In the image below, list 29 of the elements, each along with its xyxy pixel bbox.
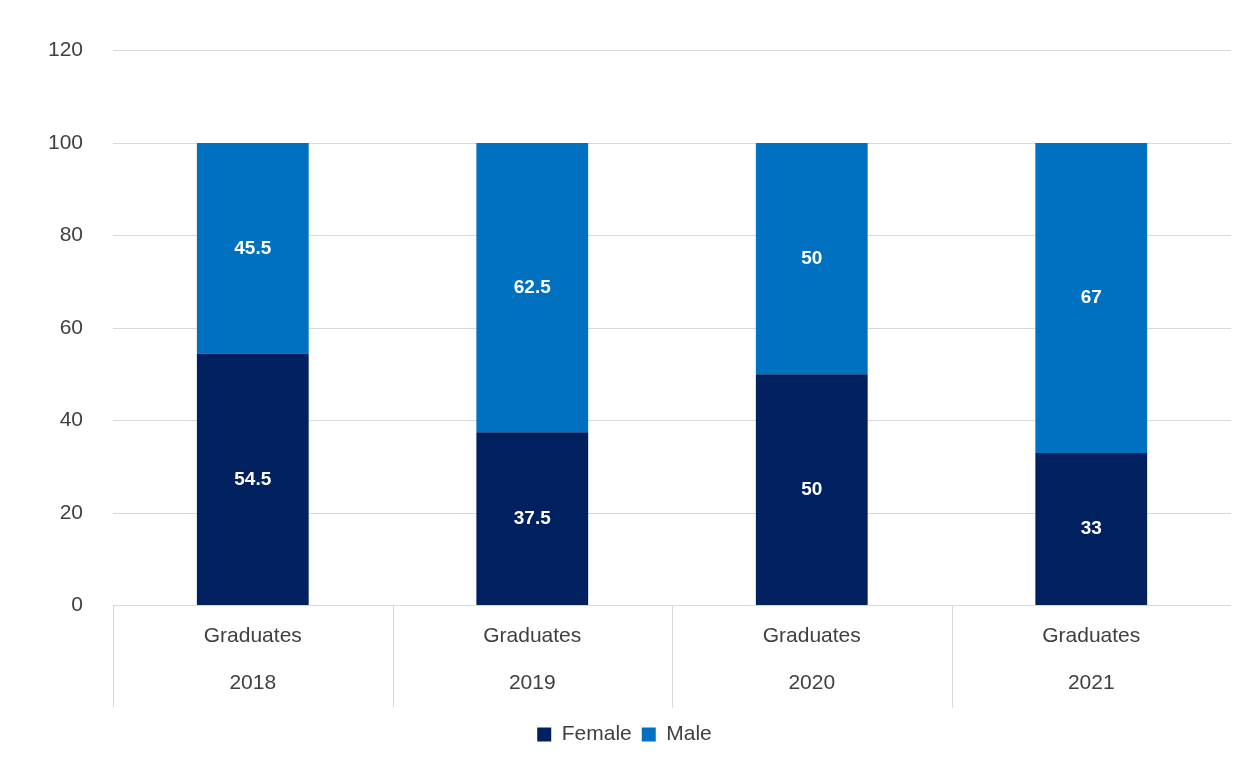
- y-tick-label: 100: [47, 129, 84, 153]
- legend-label: Male: [666, 721, 712, 745]
- bar: [196, 143, 309, 354]
- data-label: 67: [1080, 286, 1102, 308]
- y-tick-label: 0: [71, 592, 84, 616]
- bar: [755, 374, 868, 606]
- data-label: 37.5: [513, 506, 552, 528]
- bar: [755, 143, 868, 375]
- data-label: 62.5: [513, 275, 552, 297]
- y-tick-label: 80: [59, 222, 84, 246]
- bar: [196, 353, 309, 606]
- y-tick-label: 60: [59, 314, 84, 338]
- bar: [1035, 143, 1148, 453]
- x-tick-label: Graduates 2020: [762, 623, 861, 693]
- bar: [476, 432, 589, 606]
- y-tick-label: 120: [47, 37, 84, 61]
- x-tick-label: Graduates 2018: [203, 623, 302, 693]
- data-label: 54.5: [234, 467, 272, 489]
- bar: [476, 143, 589, 433]
- data-label: 50: [801, 477, 823, 499]
- x-tick-label: Graduates 2019: [483, 623, 582, 693]
- x-tick-label: Graduates 2021: [1042, 623, 1141, 693]
- y-tick-label: 40: [59, 407, 84, 431]
- data-label: 33: [1080, 517, 1102, 539]
- data-label: 45.5: [234, 236, 272, 258]
- legend-label: Female: [561, 721, 632, 745]
- y-tick-label: 20: [59, 499, 84, 523]
- data-label: 50: [801, 246, 823, 268]
- bar: [1035, 452, 1148, 606]
